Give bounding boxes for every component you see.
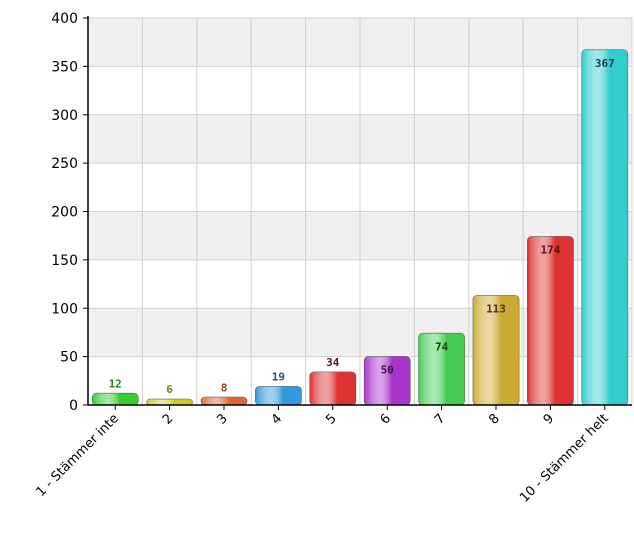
x-tick-labels: 1 - Stämmer inte 2 3 4 5 6 7 8 910 - Stämmer hel… [33, 411, 611, 505]
x-tick-label: 4 [269, 411, 285, 427]
data-label: 113 [486, 303, 506, 316]
x-tick-label: 3 [214, 411, 230, 427]
data-label: 50 [381, 364, 394, 377]
data-label: 19 [272, 371, 285, 384]
y-tick-label: 0 [69, 398, 78, 414]
x-tick-label: 6 [378, 411, 394, 427]
y-tick-label: 300 [51, 108, 78, 124]
y-tick-labels: 0 50 100 150 200 250 300 350 400 [51, 11, 78, 414]
bar-highlight [527, 236, 574, 405]
y-tick-label: 350 [51, 59, 78, 75]
bars [91, 49, 629, 406]
x-tick-label: 7 [432, 411, 448, 427]
bar-highlight [581, 49, 628, 406]
x-tick-label: 8 [486, 411, 502, 427]
bar-highlight [309, 372, 356, 405]
x-tick-label: 5 [323, 411, 339, 427]
data-label: 174 [540, 244, 560, 257]
y-tick-label: 150 [51, 253, 78, 269]
bar-highlight [146, 399, 193, 405]
data-label: 367 [595, 57, 615, 70]
bar-highlight [473, 295, 519, 405]
x-tick-label: 9 [541, 411, 557, 427]
data-label: 6 [166, 383, 173, 396]
y-tick-label: 400 [51, 11, 78, 27]
data-label: 74 [435, 340, 449, 353]
y-tick-label: 100 [51, 301, 78, 317]
axes [83, 16, 632, 410]
x-tick-label: 1 - Stämmer inte [33, 411, 122, 500]
y-tick-label: 50 [60, 350, 78, 366]
data-label: 8 [221, 381, 228, 394]
bar-highlight [364, 356, 411, 405]
data-label: 34 [326, 356, 340, 369]
bar-highlight [418, 333, 465, 405]
x-tick-label: 10 - Stämmer helt [517, 411, 611, 505]
x-tick-label: 2 [160, 411, 176, 427]
bar-highlight [255, 386, 302, 405]
data-labels: 12 6 8 19 34 50 74 113 174 367 [109, 57, 615, 396]
y-tick-label: 200 [51, 205, 78, 221]
data-label: 12 [109, 377, 122, 390]
bar-highlight [201, 397, 247, 405]
bar-highlight [92, 393, 139, 405]
y-tick-label: 250 [51, 156, 78, 172]
